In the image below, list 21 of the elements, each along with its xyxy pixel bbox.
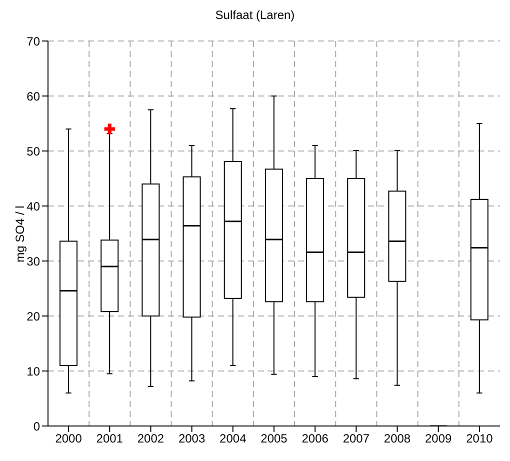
y-tick-label: 70 [26, 34, 40, 48]
x-tick-label: 2003 [178, 432, 206, 446]
y-axis-title: mg SO4 / l [13, 206, 27, 262]
y-tick-label: 20 [26, 309, 40, 324]
chart-title: Sulfaat (Laren) [214, 8, 296, 22]
y-tick-label: 0 [33, 419, 40, 434]
y-tick-label: 60 [26, 89, 40, 104]
x-tick-label: 2001 [96, 432, 124, 446]
x-tick-label: 2004 [220, 432, 247, 446]
x-tick-label: 2007 [342, 432, 370, 446]
x-tick-label: 2006 [302, 432, 329, 446]
x-tick-label: 2008 [384, 432, 411, 446]
x-tick-label: 2000 [55, 432, 82, 446]
y-tick-label: 40 [26, 199, 40, 214]
y-tick-label: 10 [26, 364, 40, 378]
y-tick-label: 30 [26, 254, 40, 268]
x-tick-label: 2005 [260, 432, 288, 446]
x-tick-label: 2009 [425, 432, 452, 446]
x-tick-label: 2010 [466, 432, 494, 446]
x-tick-label: 2002 [137, 432, 164, 446]
y-tick-label: 50 [26, 144, 40, 158]
